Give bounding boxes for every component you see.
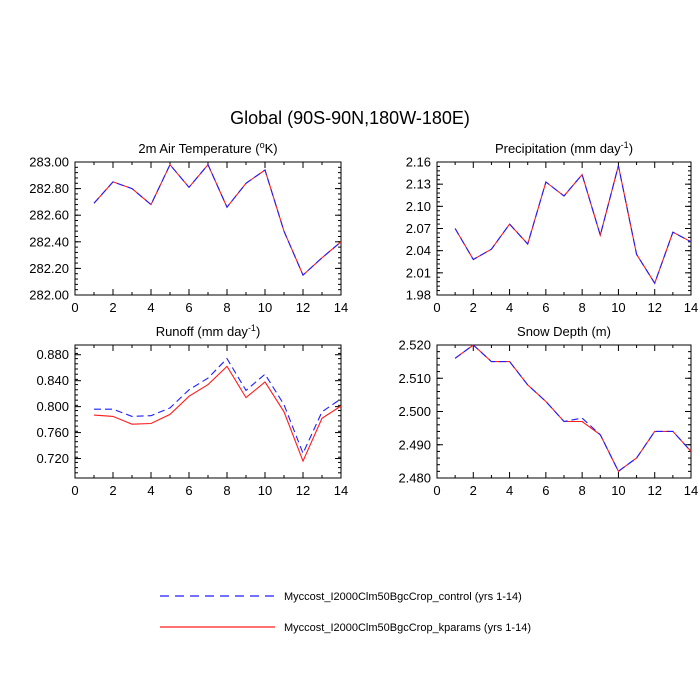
x-tick-label: 8	[579, 483, 586, 498]
series-line-kparams	[454, 344, 692, 473]
panels: 2m Air Temperature (oK) 0 2 4 6 8 10 12 14 282.00…	[29, 140, 698, 498]
x-tick-label: 0	[71, 300, 78, 315]
y-tick-label: 283.00	[29, 155, 69, 170]
x-tick-label: 4	[506, 300, 513, 315]
panel-title-superscript: -1	[621, 140, 629, 150]
x-tick-label: 10	[611, 483, 625, 498]
x-tick-label: 12	[647, 300, 661, 315]
y-tick-label: 0.720	[36, 451, 69, 466]
y-tick-label: 0.840	[36, 373, 69, 388]
x-tick-label: 14	[334, 483, 348, 498]
series-line-control	[454, 344, 692, 473]
y-tick-label: 282.40	[29, 234, 69, 249]
y-tick-label: 282.60	[29, 208, 69, 223]
panel-title-text: 2m Air Temperature (	[138, 141, 260, 156]
y-tick-label: 0.880	[36, 347, 69, 362]
y-tick-label: 282.80	[29, 181, 69, 196]
x-tick-label: 8	[223, 300, 230, 315]
x-tick-label: 10	[258, 300, 272, 315]
panel-title-text: Precipitation (mm day	[495, 141, 621, 156]
x-tick-label: 10	[258, 483, 272, 498]
panel-title-text: Snow Depth (m)	[517, 324, 611, 339]
panel-title-superscript: -1	[248, 323, 256, 333]
x-tick-label: 8	[223, 483, 230, 498]
panel-title-suffix: )	[256, 324, 260, 339]
series-line-kparams	[93, 365, 342, 463]
x-tick-label: 2	[109, 483, 116, 498]
x-tick-label: 4	[506, 483, 513, 498]
y-tick-label: 2.500	[398, 404, 431, 419]
x-tick-label: 6	[542, 300, 549, 315]
panel-title: Runoff (mm day-1)	[156, 323, 261, 339]
x-tick-label: 4	[147, 300, 154, 315]
legend-control-label: Myccost_I2000Clm50BgcCrop_control (yrs 1…	[284, 591, 522, 603]
y-tick-label: 282.00	[29, 288, 69, 303]
panel-title: Precipitation (mm day-1)	[495, 140, 633, 156]
y-tick-label: 0.800	[36, 399, 69, 414]
series-line-control	[93, 163, 342, 277]
x-tick-label: 12	[296, 300, 310, 315]
legend-kparams-label: Myccost_I2000Clm50BgcCrop_kparams (yrs 1…	[284, 622, 531, 634]
y-tick-label: 2.04	[406, 243, 431, 258]
x-tick-label: 2	[470, 300, 477, 315]
series-line-kparams	[93, 163, 342, 277]
panel-title: Snow Depth (m)	[517, 324, 611, 339]
panel-title-suffix: )	[629, 141, 633, 156]
y-tick-label: 2.520	[398, 338, 431, 353]
y-tick-label: 2.07	[406, 221, 431, 236]
y-tick-label: 1.98	[406, 288, 431, 303]
panel-title-text: Runoff (mm day	[156, 324, 249, 339]
x-tick-label: 2	[109, 300, 116, 315]
series-line-kparams	[454, 165, 692, 285]
panel-2: Precipitation (mm day-1) 0 2 4 6 8 10 12 14 1.98 2…	[406, 140, 699, 315]
y-tick-label: 282.20	[29, 261, 69, 276]
panel-title-suffix: K)	[265, 141, 278, 156]
series-line-control	[454, 165, 692, 285]
y-tick-label: 2.16	[406, 155, 431, 170]
x-tick-label: 6	[542, 483, 549, 498]
series-line-control	[94, 357, 342, 455]
x-tick-label: 14	[334, 300, 348, 315]
plot-frame	[74, 344, 342, 479]
figure-title: Global (90S-90N,180W-180E)	[230, 108, 470, 128]
x-tick-label: 6	[185, 300, 192, 315]
y-tick-label: 2.01	[406, 265, 431, 280]
x-tick-label: 8	[579, 300, 586, 315]
x-tick-label: 14	[684, 483, 698, 498]
y-tick-label: 2.510	[398, 371, 431, 386]
y-tick-label: 2.490	[398, 437, 431, 452]
x-tick-label: 10	[611, 300, 625, 315]
plot-frame	[436, 161, 692, 296]
y-tick-label: 0.760	[36, 425, 69, 440]
panel-3: Runoff (mm day-1) 0 2 4 6 8 10 12 14 0.720 0.760 0.…	[36, 323, 348, 498]
x-tick-label: 0	[433, 300, 440, 315]
x-tick-label: 12	[296, 483, 310, 498]
x-tick-label: 0	[71, 483, 78, 498]
x-tick-label: 4	[147, 483, 154, 498]
panel-1: 2m Air Temperature (oK) 0 2 4 6 8 10 12 14 282.00…	[29, 140, 348, 315]
plot-frame	[436, 344, 692, 479]
y-tick-label: 2.10	[406, 199, 431, 214]
panel-4: Snow Depth (m) 0 2 4 6 8 10 12 14 2.480 2.490 2.500…	[398, 324, 698, 498]
x-tick-label: 6	[185, 483, 192, 498]
x-tick-label: 14	[684, 300, 698, 315]
x-tick-label: 12	[647, 483, 661, 498]
x-tick-label: 0	[433, 483, 440, 498]
panel-title-superscript: o	[260, 140, 265, 150]
plot-frame	[74, 161, 342, 296]
y-tick-label: 2.13	[406, 177, 431, 192]
panel-title: 2m Air Temperature (oK)	[138, 140, 277, 156]
legend: Myccost_I2000Clm50BgcCrop_control (yrs 1…	[160, 591, 531, 634]
y-tick-label: 2.480	[398, 471, 431, 486]
x-tick-label: 2	[470, 483, 477, 498]
